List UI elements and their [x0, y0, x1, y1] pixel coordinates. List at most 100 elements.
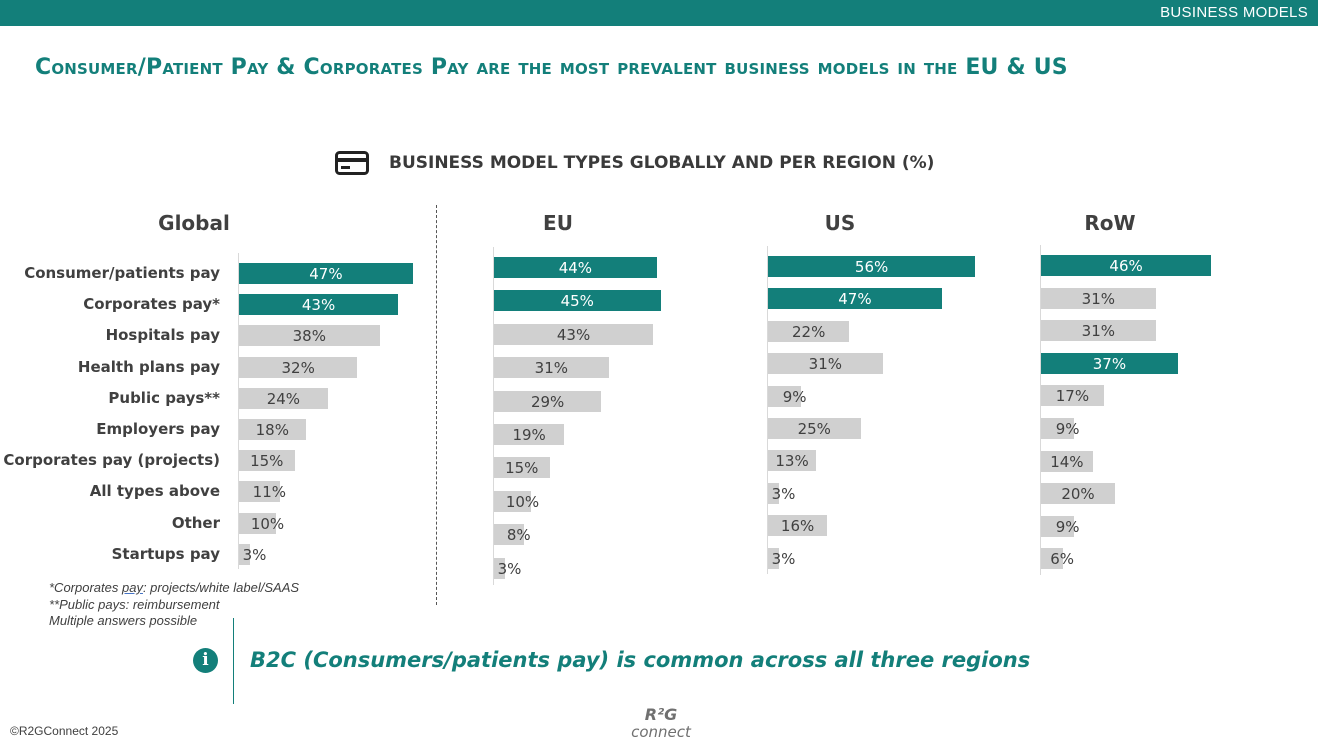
logo-line-1: R²G: [644, 705, 678, 724]
bar-global: [239, 356, 358, 378]
data-label: 19%: [512, 426, 546, 444]
r2g-logo: R²G connect: [626, 705, 696, 741]
bar-row: [1041, 385, 1104, 407]
bar-us: [768, 385, 802, 407]
bar-eu: [494, 323, 654, 345]
data-label: 31%: [534, 359, 569, 378]
data-label: 8%: [506, 526, 531, 545]
chart-title: BUSINESS MODEL TYPES GLOBALLY AND PER RE…: [389, 153, 935, 173]
data-label: 10%: [250, 514, 285, 533]
data-label: 10%: [505, 492, 540, 511]
data-label: 56%: [854, 258, 889, 276]
data-label: 44%: [558, 259, 593, 277]
callout-text: B2C (Consumers/patients pay) is common a…: [250, 648, 1031, 672]
footnote-public: **Public pays: reimbursement: [49, 597, 220, 612]
bar-global: [239, 263, 413, 284]
category-label: Corporates pay (projects): [3, 451, 220, 470]
data-label: 15%: [250, 452, 284, 471]
value-axis: [1040, 245, 1041, 575]
value-axis: [767, 246, 768, 574]
data-label: 13%: [775, 452, 809, 471]
bar-global: [239, 450, 295, 472]
category-label: Health plans pay: [77, 357, 220, 376]
bar-row: [1041, 320, 1156, 342]
data-label: 14%: [1050, 452, 1084, 471]
bar-us: [768, 320, 850, 342]
bar-eu: [494, 357, 609, 379]
category-label: Hospitals pay: [105, 326, 220, 345]
page-title: Consumer/Patient Pay & Corporates Pay ar…: [35, 55, 1068, 80]
panel-title-us: US: [824, 211, 856, 235]
data-label: 9%: [1055, 517, 1080, 536]
data-label: 31%: [808, 355, 843, 374]
data-label: 43%: [556, 325, 591, 344]
bar-global: [239, 543, 251, 565]
data-label: 9%: [782, 387, 807, 406]
bar-row: [1041, 450, 1093, 472]
bar-us: [768, 450, 817, 472]
category-label: Consumer/patients pay: [24, 264, 220, 282]
category-label: Other: [171, 513, 220, 532]
bar-us: [768, 353, 883, 375]
bar-us: [768, 288, 942, 310]
bar-eu: [494, 424, 565, 445]
bar-row: [1041, 483, 1115, 505]
data-label: 3%: [771, 549, 796, 568]
bar-global: [239, 419, 306, 440]
category-label: Employers pay: [96, 420, 220, 438]
bar-eu: [494, 490, 531, 512]
bar-us: [768, 418, 861, 439]
data-label: 32%: [281, 358, 315, 377]
footnote-corporates-prefix: *Corporates: [49, 580, 122, 595]
data-label: 31%: [1081, 289, 1116, 308]
data-label: 17%: [1055, 387, 1090, 406]
copyright: ©R2GConnect 2025: [10, 724, 119, 738]
logo-line-2: connect: [631, 723, 691, 741]
bar-row: [1041, 548, 1064, 570]
data-label: 43%: [301, 296, 336, 315]
credit-card-icon: [335, 151, 369, 175]
top-bar: BUSINESS MODELS: [0, 0, 1318, 26]
category-label: Corporates pay*: [83, 295, 220, 314]
footnote-corporates-word: pay: [121, 580, 143, 595]
value-axis: [493, 247, 494, 585]
data-label: 15%: [505, 459, 539, 478]
section-label: BUSINESS MODELS: [1160, 4, 1308, 21]
category-label: Public pays**: [108, 388, 220, 407]
data-label: 47%: [838, 290, 872, 309]
data-label: 38%: [292, 327, 326, 346]
bar-global: [239, 512, 276, 534]
data-label: 6%: [1050, 550, 1074, 569]
bar-us: [768, 482, 780, 504]
bar-eu: [494, 524, 524, 546]
footnote-corporates-suffix: : projects/white label/SAAS: [142, 580, 300, 595]
chart-subtitle-row: BUSINESS MODEL TYPES GLOBALLY AND PER RE…: [335, 148, 934, 178]
footnote-corporates: *Corporates pay: projects/white label/SA…: [49, 580, 299, 596]
data-label: 9%: [1055, 420, 1080, 438]
data-label: 16%: [780, 517, 815, 536]
bar-global: [239, 294, 399, 316]
data-label: 18%: [255, 421, 289, 439]
bar-row: [1041, 287, 1156, 309]
bar-row: [1041, 515, 1075, 537]
data-label: 31%: [1081, 322, 1116, 341]
category-label: Startups pay: [111, 544, 220, 563]
data-label: 37%: [1092, 354, 1127, 373]
data-label: 11%: [252, 483, 287, 502]
data-label: 24%: [266, 389, 301, 408]
bar-global: [239, 387, 328, 409]
bar-row: [1041, 418, 1075, 439]
data-label: 20%: [1061, 485, 1095, 504]
panel-title-row: RoW: [1084, 211, 1136, 235]
bar-eu: [494, 457, 550, 479]
data-label: 3%: [771, 484, 796, 503]
data-label: 22%: [792, 322, 826, 341]
global-region-divider: [436, 205, 437, 605]
bar-row: [1041, 352, 1178, 374]
bar-global: [239, 325, 380, 347]
panel-title-eu: EU: [543, 211, 573, 235]
bar-eu: [494, 557, 506, 579]
bar-eu: [494, 257, 657, 278]
category-label: All types above: [89, 482, 220, 501]
data-label: 46%: [1109, 257, 1143, 275]
